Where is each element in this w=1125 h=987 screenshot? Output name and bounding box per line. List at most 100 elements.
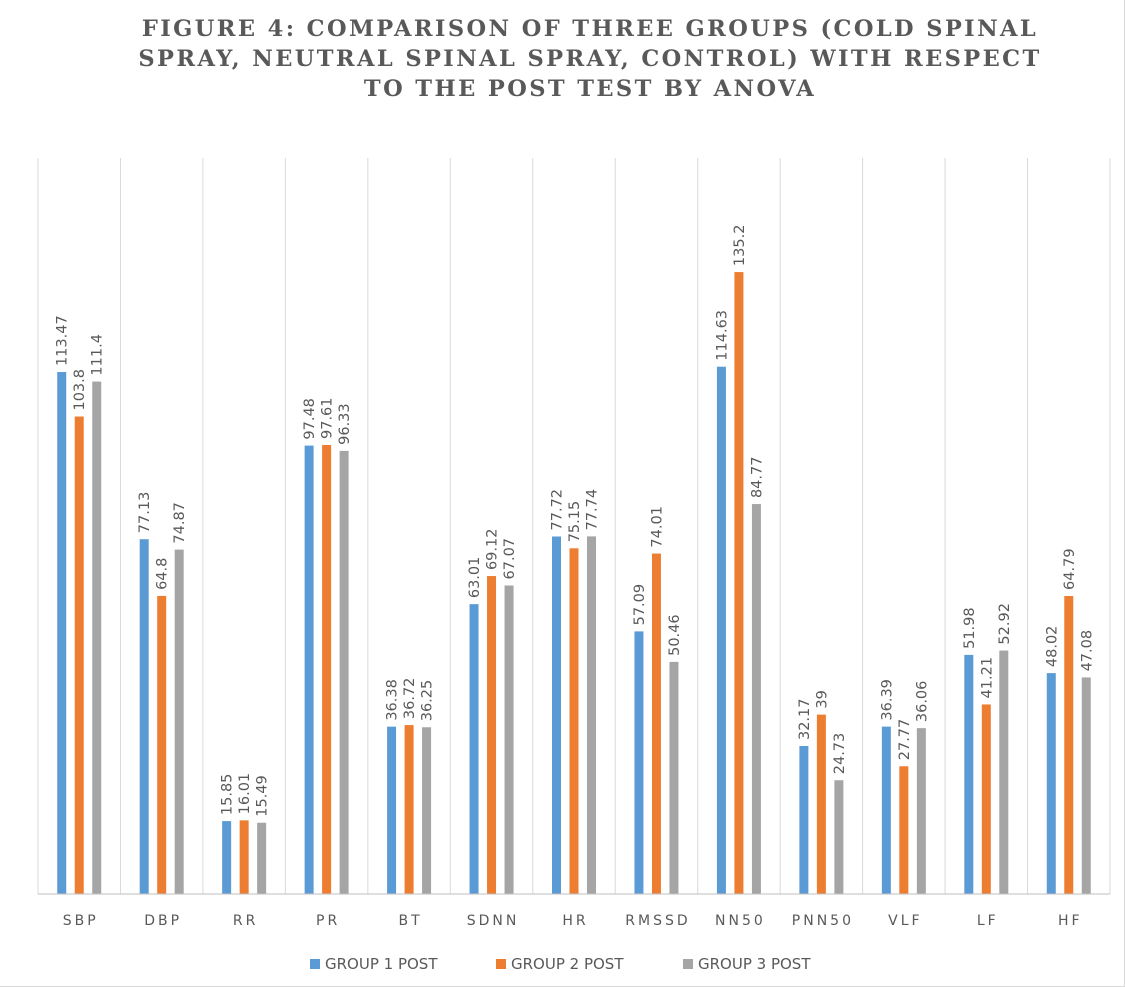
bar-hr-series-1 (552, 536, 561, 894)
x-tick-label-hf: HF (1058, 913, 1083, 929)
bar-dbp-series-1 (139, 539, 149, 894)
data-label-sdnn-series-1: 63.01 (467, 557, 483, 599)
x-tick-label-hr: HR (562, 913, 588, 929)
bar-hf-series-3 (1081, 677, 1091, 894)
bar-dbp-series-3 (174, 549, 184, 894)
legend-label-series-2: GROUP 2 POST (511, 955, 624, 973)
bar-hf-series-1 (1046, 673, 1056, 894)
bar-nn50-series-3 (751, 504, 761, 894)
data-label-dbp-series-2: 64.8 (155, 558, 171, 590)
x-tick-label-dbp: DBP (144, 913, 182, 929)
data-label-vlf-series-2: 27.77 (897, 719, 913, 761)
data-label-pr-series-3: 96.33 (337, 403, 353, 445)
data-label-rmssd-series-2: 74.01 (649, 506, 665, 548)
data-label-hf-series-1: 48.02 (1044, 626, 1060, 668)
bar-hf-series-2 (1064, 595, 1074, 894)
data-label-hr-series-2: 75.15 (567, 501, 583, 543)
chart-title: FIGURE 4: COMPARISON OF THREE GROUPS (CO… (0, 14, 1125, 104)
bar-pnn50-series-1 (799, 746, 809, 894)
data-label-lf-series-1: 51.98 (962, 607, 978, 649)
data-label-bt-series-1: 36.38 (385, 679, 401, 721)
x-tick-label-pr: PR (316, 913, 340, 929)
bar-lf-series-3 (999, 650, 1009, 894)
x-tick-label-rr: RR (233, 913, 258, 929)
legend-label-series-1: GROUP 1 POST (325, 955, 438, 973)
data-label-bt-series-2: 36.72 (402, 678, 418, 720)
data-label-sdnn-series-2: 69.12 (485, 529, 501, 571)
bar-rr-series-3 (257, 822, 267, 894)
data-label-hr-series-1: 77.72 (550, 489, 566, 531)
data-label-lf-series-3: 52.92 (997, 603, 1013, 645)
data-label-pnn50-series-2: 39 (814, 690, 830, 708)
data-label-nn50-series-2: 135.2 (732, 225, 748, 267)
data-label-nn50-series-3: 84.77 (749, 457, 765, 499)
bar-rmssd-series-3 (669, 661, 679, 894)
chart-title-line-1: FIGURE 4: COMPARISON OF THREE GROUPS (CO… (141, 16, 1039, 42)
x-tick-label-vlf: VLF (888, 913, 922, 929)
data-label-hf-series-2: 64.79 (1062, 548, 1078, 590)
data-label-rmssd-series-1: 57.09 (632, 584, 648, 626)
legend: GROUP 1 POST GROUP 2 POST GROUP 3 POST (310, 955, 811, 973)
x-tick-label-nn50: NN50 (715, 913, 766, 929)
data-label-pnn50-series-1: 32.17 (797, 699, 813, 741)
bar-vlf-series-3 (916, 728, 926, 894)
bar-rr-series-2 (239, 820, 249, 894)
bar-lf-series-1 (964, 654, 974, 894)
bar-nn50-series-1 (716, 366, 726, 894)
data-label-pnn50-series-3: 24.73 (832, 733, 848, 775)
data-label-hr-series-3: 77.74 (585, 489, 601, 531)
legend-swatch-series-1 (310, 959, 320, 969)
category-gridlines (37, 158, 1111, 894)
bar-sbp-series-3 (92, 381, 102, 894)
bar-sdnn-series-2 (487, 576, 497, 894)
x-tick-label-sbp: SBP (63, 913, 99, 929)
bar-rmssd-series-1 (634, 631, 644, 894)
data-label-rr-series-3: 15.49 (255, 775, 271, 817)
data-label-dbp-series-1: 77.13 (137, 492, 153, 534)
x-tick-label-bt: BT (398, 913, 422, 929)
bar-sdnn-series-1 (469, 604, 479, 894)
x-tick-label-sdnn: SDNN (467, 913, 520, 929)
bar-vlf-series-1 (881, 726, 891, 894)
bar-pnn50-series-3 (834, 780, 844, 894)
bar-sbp-series-1 (57, 372, 67, 895)
bar-lf-series-2 (981, 704, 991, 894)
legend-swatch-series-3 (683, 959, 693, 969)
x-axis: SBP DBP RR PR BT SDNN HR RMSSD NN50 PNN50 VLF LF HF (38, 893, 1110, 929)
bar-bt-series-1 (387, 726, 397, 894)
data-label-sbp-series-2: 103.8 (72, 369, 88, 411)
bar-nn50-series-2 (734, 272, 744, 895)
bar-hr-series-3 (587, 536, 596, 894)
data-label-sbp-series-3: 111.4 (90, 334, 106, 376)
bar-pr-series-3 (339, 450, 349, 894)
legend-swatch-series-2 (496, 959, 506, 969)
data-label-bt-series-3: 36.25 (420, 680, 436, 722)
data-label-rmssd-series-3: 50.46 (667, 614, 683, 656)
data-label-vlf-series-3: 36.06 (914, 681, 930, 723)
data-label-hf-series-3: 47.08 (1079, 630, 1095, 672)
data-label-pr-series-1: 97.48 (302, 398, 318, 440)
bar-rr-series-1 (222, 821, 232, 894)
bar-bt-series-3 (422, 727, 432, 894)
bar-hr-series-2 (569, 548, 579, 894)
bar-rmssd-series-2 (651, 553, 661, 894)
bar-pnn50-series-2 (816, 714, 826, 894)
bar-bt-series-2 (404, 725, 414, 894)
data-label-vlf-series-1: 36.39 (879, 679, 895, 721)
data-label-nn50-series-1: 114.63 (714, 310, 730, 361)
chart-title-line-2: SPRAY, NEUTRAL SPINAL SPRAY, CONTROL) WI… (138, 46, 1042, 72)
data-label-sdnn-series-3: 67.07 (502, 538, 518, 580)
bar-pr-series-1 (304, 445, 314, 894)
x-tick-label-rmssd: RMSSD (625, 913, 690, 929)
bar-sdnn-series-3 (504, 585, 514, 894)
x-tick-label-lf: LF (977, 913, 999, 929)
data-label-rr-series-1: 15.85 (220, 774, 236, 816)
data-label-pr-series-2: 97.61 (320, 397, 336, 439)
x-tick-label-pnn50: PNN50 (792, 913, 854, 929)
bar-marks (57, 272, 1091, 895)
bar-pr-series-2 (322, 444, 332, 894)
bar-dbp-series-2 (157, 595, 167, 894)
